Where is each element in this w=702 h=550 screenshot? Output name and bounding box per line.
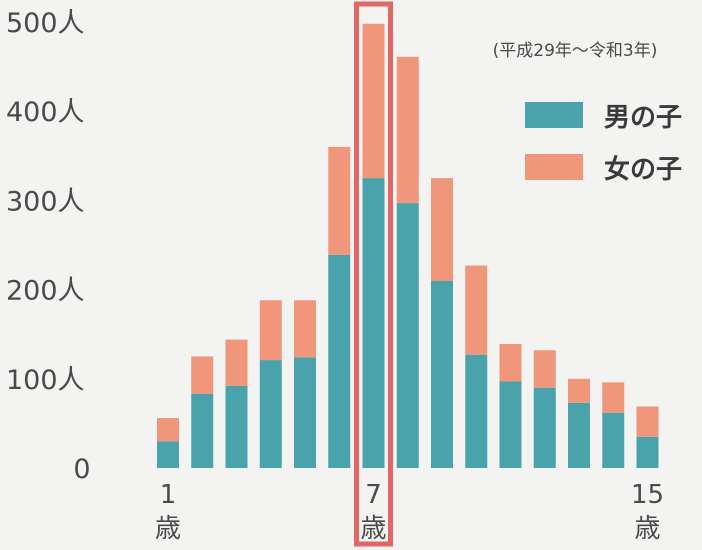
- y-tick-label: 200人: [6, 276, 85, 307]
- bar-boys: [191, 393, 214, 468]
- legend-label-boys: 男の子: [604, 103, 682, 133]
- bar-girls: [328, 146, 351, 255]
- bar-girls: [157, 418, 179, 442]
- period-note: (平成29年～令和3年): [493, 41, 658, 61]
- bar-boys: [636, 436, 659, 468]
- y-tick-label: 100人: [6, 365, 85, 396]
- bar-girls: [602, 382, 625, 413]
- y-tick-label: 0: [73, 454, 90, 485]
- bar-girls: [431, 178, 453, 281]
- bar-boys: [499, 381, 522, 468]
- bar-girls: [191, 356, 214, 394]
- x-tick-unit: 歳: [360, 514, 386, 544]
- bar-boys: [602, 412, 625, 468]
- legend-swatch-boys: [525, 102, 583, 128]
- x-tick-label: 15: [631, 480, 664, 510]
- x-tick-unit: 歳: [155, 514, 181, 544]
- bar-girls: [362, 23, 385, 179]
- x-tick-label: 1: [160, 480, 177, 510]
- highlight-box-age-7: [354, 1, 393, 547]
- bar-girls: [465, 265, 488, 355]
- x-axis-labels: 1 歳 7 歳 15 歳: [155, 480, 664, 544]
- bar-boys: [533, 387, 556, 468]
- bar-boys: [259, 360, 282, 468]
- bar-girls: [636, 406, 659, 437]
- bar-boys: [225, 385, 248, 468]
- x-tick-unit: 歳: [634, 514, 660, 544]
- y-tick-label: 500人: [6, 8, 85, 39]
- x-tick-label: 7: [365, 480, 382, 510]
- bar-girls: [294, 300, 316, 358]
- y-axis-labels: 0 100人 200人 300人 400人 500人: [6, 8, 91, 485]
- bar-boys: [465, 354, 488, 468]
- legend-swatch-girls: [525, 154, 583, 180]
- bar-girls: [396, 56, 419, 204]
- bar-boys: [362, 178, 385, 468]
- bar-girls: [225, 339, 248, 386]
- legend-label-girls: 女の子: [604, 154, 682, 185]
- y-tick-label: 300人: [6, 186, 85, 217]
- bar-boys: [294, 357, 316, 468]
- bar-boys: [568, 402, 590, 468]
- bar-girls: [568, 378, 590, 403]
- y-tick-label: 400人: [6, 97, 85, 128]
- bar-girls: [259, 300, 282, 361]
- bar-boys: [431, 280, 453, 468]
- bar-boys: [396, 203, 419, 469]
- bar-girls: [533, 350, 556, 388]
- bars: [157, 23, 659, 469]
- bar-girls: [499, 344, 522, 382]
- bar-boys: [328, 254, 351, 468]
- bar-boys: [157, 441, 179, 468]
